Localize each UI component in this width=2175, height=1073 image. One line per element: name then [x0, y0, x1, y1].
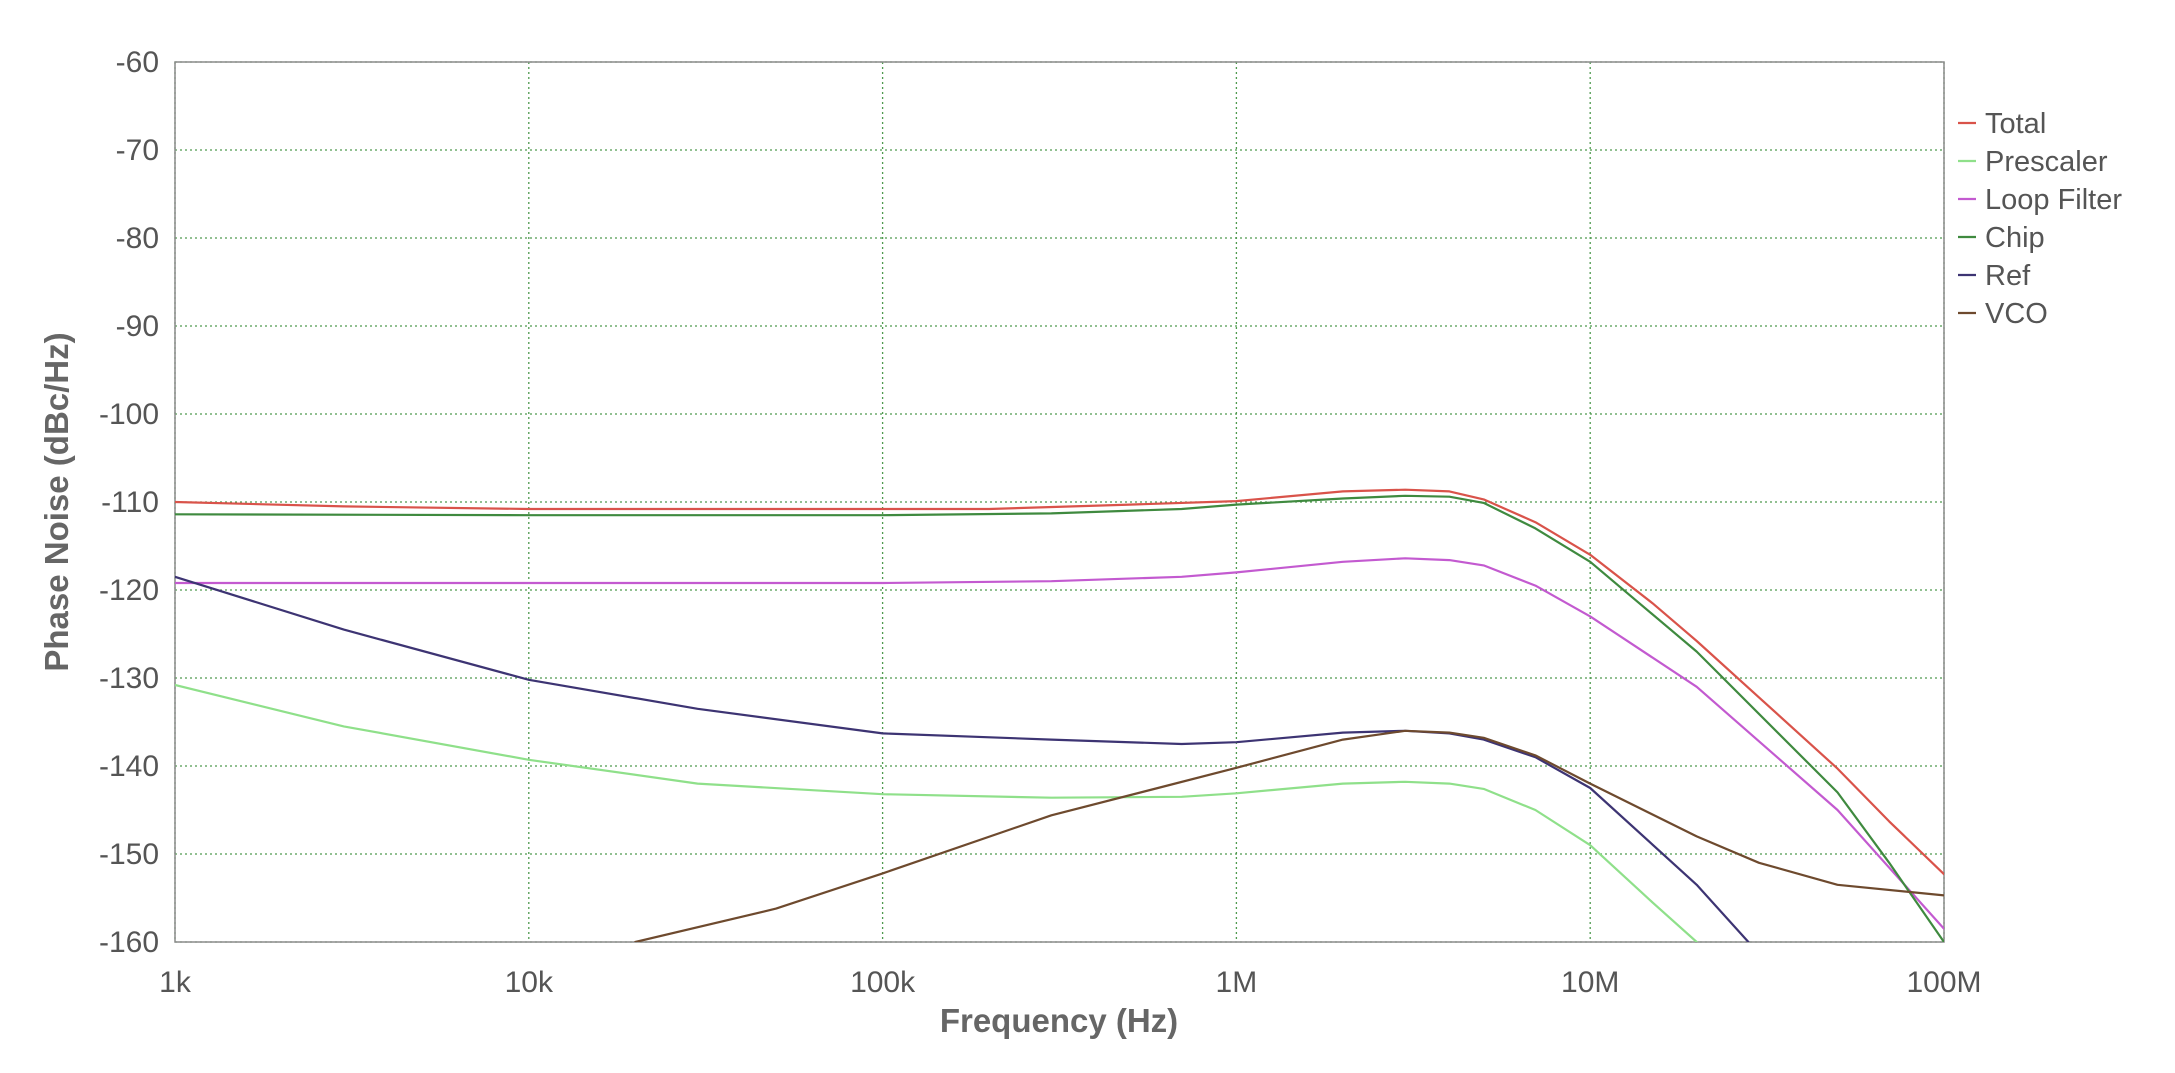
series-line-vco	[634, 729, 1944, 942]
y-tick-label: -70	[116, 134, 159, 167]
y-tick-label: -160	[99, 926, 159, 959]
tick-labels: 1k 10k 100k 1M 10M 100M -60 -70 -80 -90 -100 -110 -1…	[99, 46, 1982, 999]
y-tick-label: -140	[99, 750, 159, 783]
y-tick-label: -80	[116, 222, 159, 255]
legend-label-prescaler: Prescaler	[1985, 146, 2108, 178]
legend-label-ref: Ref	[1985, 260, 2031, 292]
y-tick-label: -150	[99, 838, 159, 871]
y-tick-label: -60	[116, 46, 159, 79]
legend-label-loop-filter: Loop Filter	[1985, 184, 2122, 216]
y-tick-label: -110	[101, 486, 159, 519]
x-tick-label: 100k	[850, 966, 916, 999]
legend-label-chip: Chip	[1985, 222, 2045, 254]
y-axis-title: Phase Noise (dBc/Hz)	[38, 332, 75, 671]
series-line-prescaler	[175, 683, 1698, 942]
legend-label-total: Total	[1985, 108, 2046, 140]
series-line-total	[175, 488, 1944, 876]
x-tick-label: 10k	[505, 966, 554, 999]
legend: Total Prescaler Loop Filter Chip Ref VCO	[1958, 108, 2122, 330]
y-tick-label: -120	[99, 574, 159, 607]
legend-label-vco: VCO	[1985, 298, 2048, 330]
x-tick-label: 1M	[1216, 966, 1258, 999]
y-tick-label: -100	[99, 398, 159, 431]
y-tick-label: -130	[99, 662, 159, 695]
series-line-chip	[175, 494, 1944, 942]
series-layer	[175, 488, 1944, 942]
x-tick-label: 1k	[159, 966, 192, 999]
x-axis-title: Frequency (Hz)	[940, 1002, 1178, 1039]
y-tick-label: -90	[116, 310, 159, 343]
grid-layer	[174, 61, 1945, 943]
series-line-loop-filter	[175, 557, 1944, 930]
x-tick-label: 100M	[1906, 966, 1981, 999]
series-line-ref	[175, 575, 1750, 942]
x-tick-label: 10M	[1561, 966, 1619, 999]
